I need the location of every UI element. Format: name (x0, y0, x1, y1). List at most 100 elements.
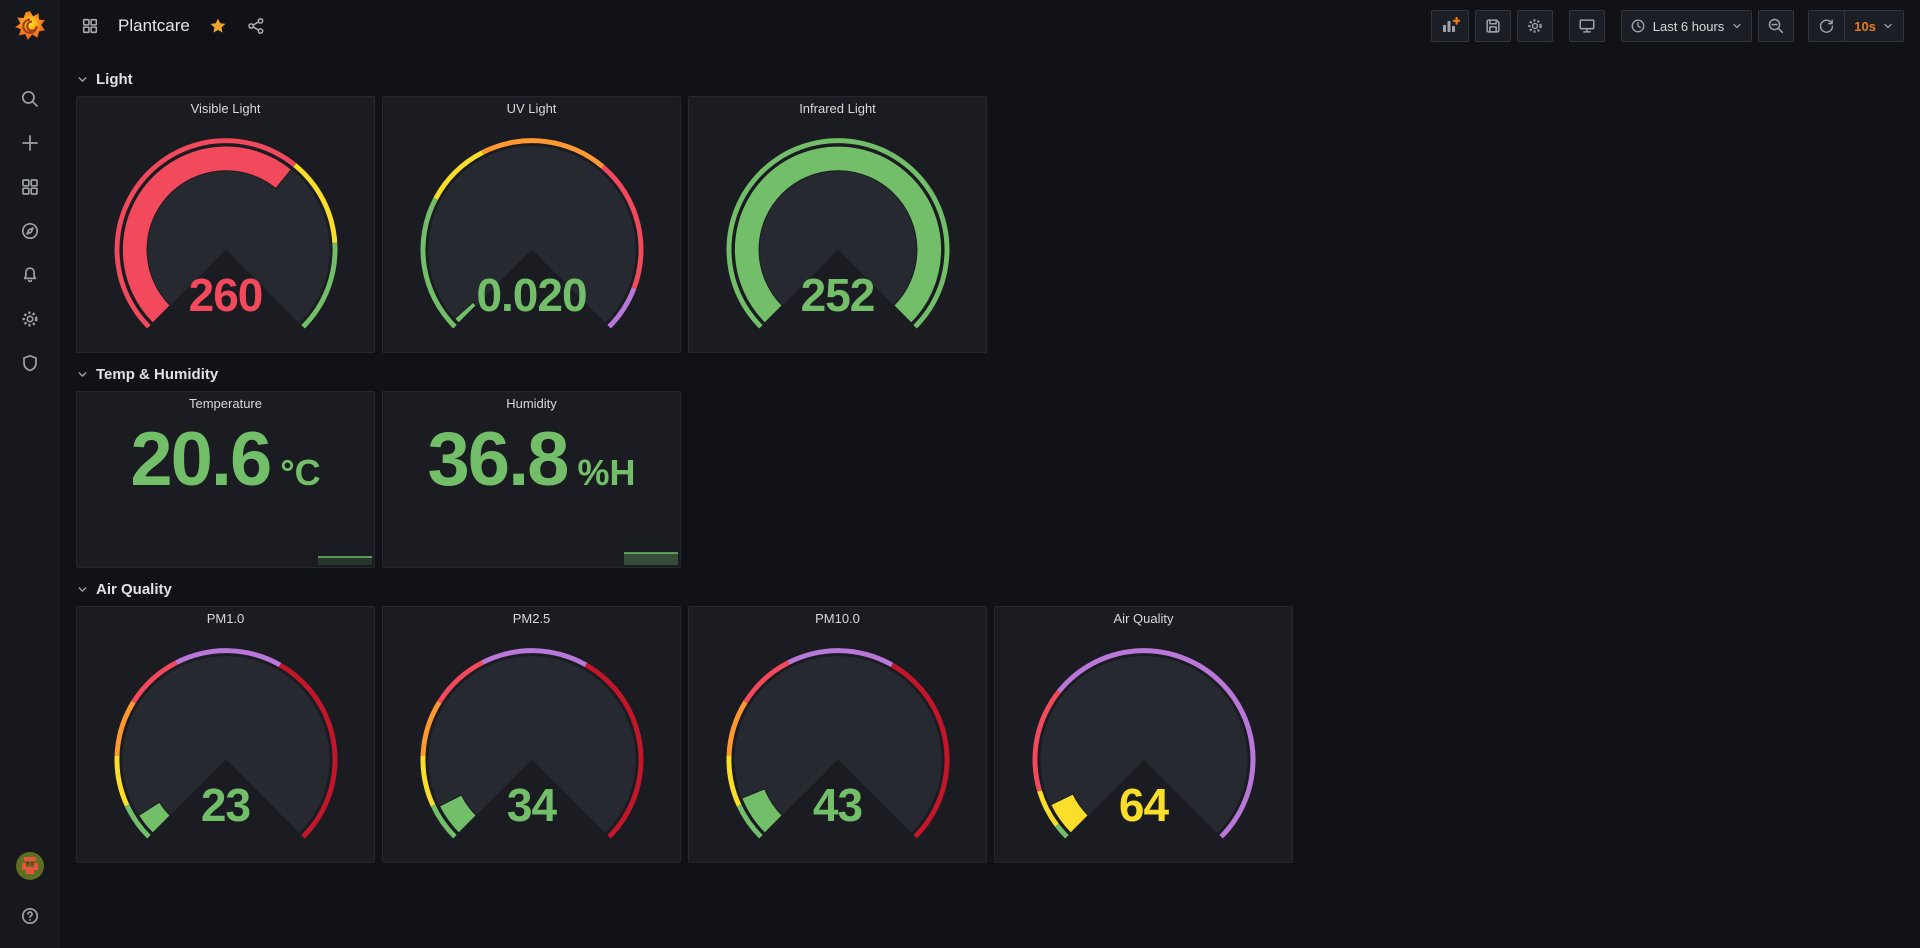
panel-visible-light: Visible Light 260 (76, 96, 375, 353)
refresh-icon (1820, 18, 1834, 33)
panel-title[interactable]: Infrared Light (799, 101, 876, 116)
panel-temperature: Temperature 20.6 °C (76, 391, 375, 568)
panel-pm10: PM10.0 43 (688, 606, 987, 863)
gauge-value: 0.020 (476, 269, 587, 321)
search-icon (21, 90, 38, 107)
panel-title[interactable]: PM1.0 (206, 611, 245, 626)
gauge-value: 43 (812, 779, 863, 831)
monitor-icon (1579, 19, 1595, 33)
bell-icon (23, 267, 37, 283)
dashboard-title[interactable]: Plantcare (118, 16, 190, 35)
share-dashboard-button[interactable] (242, 12, 270, 40)
gauge-value: 260 (188, 269, 264, 321)
gear-icon (22, 311, 38, 327)
share-icon (248, 18, 264, 34)
row-header-light[interactable]: Light (76, 64, 1904, 94)
dashboard-row-temp-humidity: Temp & Humidity Temperature 20.6 °C Humi… (76, 359, 1904, 568)
gauge-infrared-light (726, 138, 949, 329)
panel-pm1: PM1.0 23 (76, 606, 375, 863)
star-icon (210, 18, 226, 33)
row-header-air-quality[interactable]: Air Quality (76, 574, 1904, 604)
panel-title[interactable]: UV Light (506, 101, 557, 116)
panel-title[interactable]: Visible Light (190, 101, 261, 116)
sparkline (318, 556, 372, 565)
gauge-visible-light (114, 138, 337, 329)
dashboard-row-air-quality: Air Quality PM1.0 23 PM2.5 34 PM10.0 43 … (76, 574, 1904, 863)
stat-number: 36.8 (427, 417, 570, 502)
favorite-dashboard-button[interactable] (204, 12, 232, 40)
panel-pm25: PM2.5 34 (382, 606, 681, 863)
stat-unit: °C (280, 452, 321, 493)
gauge-pm10 (726, 648, 949, 839)
zoom-out-icon (1769, 18, 1784, 34)
panel-humidity: Humidity 36.8 %H (382, 391, 681, 568)
gauge-pm1 (114, 648, 337, 839)
zoom-out-time-button[interactable] (1758, 10, 1795, 42)
stat-value: 36.8 %H (383, 416, 680, 557)
chevron-down-icon (1884, 23, 1892, 29)
sidebar (0, 0, 60, 948)
gauge-uv-light (420, 138, 643, 329)
panel-title[interactable]: PM2.5 (512, 611, 551, 626)
panel-infrared-light: Infrared Light 252 (688, 96, 987, 353)
save-dashboard-button[interactable] (1474, 10, 1511, 42)
save-icon (1486, 19, 1500, 33)
gauge-value: 34 (506, 779, 557, 831)
apps-grid-icon (82, 18, 98, 34)
dashboards-grid-icon (22, 179, 38, 195)
chevron-down-icon (1733, 23, 1741, 29)
gauge-air-quality (1032, 648, 1256, 839)
dashboard-canvas: Light Visible Light 260 UV Light 0.020 I… (60, 52, 1920, 863)
panel-title[interactable]: Humidity (506, 396, 557, 411)
row-title: Light (96, 70, 133, 88)
add-panel-button[interactable] (1430, 10, 1469, 42)
chevron-down-icon (78, 76, 87, 82)
row-header-temp-humidity[interactable]: Temp & Humidity (76, 359, 1904, 389)
grafana-logo[interactable] (13, 9, 47, 43)
row-title: Air Quality (96, 580, 172, 598)
help-icon (21, 907, 39, 925)
grafana-logo-icon (15, 11, 45, 40)
panel-title[interactable]: Temperature (189, 396, 262, 411)
gauge-value: 64 (1118, 779, 1169, 831)
user-avatar (16, 852, 44, 880)
refresh-picker: 10s (1808, 10, 1904, 42)
add-panel-icon (1442, 16, 1460, 32)
compass-icon (21, 222, 39, 240)
refresh-dashboard-button[interactable] (1809, 11, 1844, 41)
stat-unit: %H (577, 452, 636, 493)
dashboard-row-light: Light Visible Light 260 UV Light 0.020 I… (76, 64, 1904, 353)
panel-air-quality: Air Quality 64 (994, 606, 1293, 863)
sidebar-item-configuration[interactable] (8, 297, 52, 341)
stat-number: 20.6 (130, 417, 272, 502)
dashboard-breadcrumb-button[interactable] (76, 12, 104, 40)
gauge-value: 252 (800, 269, 876, 321)
sidebar-item-server-admin[interactable] (8, 341, 52, 385)
cycle-view-mode-button[interactable] (1568, 10, 1605, 42)
gear-icon (1528, 19, 1542, 33)
row-title: Temp & Humidity (96, 365, 219, 383)
gauge-pm25 (420, 648, 643, 839)
sparkline (624, 552, 678, 565)
sidebar-item-help[interactable] (8, 894, 52, 938)
sidebar-item-search[interactable] (8, 77, 52, 121)
time-range-picker[interactable]: Last 6 hours (1620, 10, 1753, 42)
dashboard-settings-button[interactable] (1516, 10, 1553, 42)
panel-title[interactable]: Air Quality (1113, 611, 1174, 626)
clock-icon (1631, 19, 1645, 33)
chevron-down-icon (78, 371, 87, 377)
panel-uv-light: UV Light 0.020 (382, 96, 681, 353)
sidebar-item-explore[interactable] (8, 209, 52, 253)
refresh-interval-label: 10s (1854, 18, 1876, 34)
time-range-label: Last 6 hours (1652, 18, 1725, 34)
panel-title[interactable]: PM10.0 (815, 611, 860, 626)
sidebar-item-alerting[interactable] (8, 253, 52, 297)
top-navbar: Plantcare (60, 0, 1920, 52)
shield-icon (23, 354, 37, 372)
plus-icon (22, 135, 38, 151)
sidebar-item-user-profile[interactable] (8, 844, 52, 888)
sidebar-item-dashboards[interactable] (8, 165, 52, 209)
sidebar-item-create[interactable] (8, 121, 52, 165)
chevron-down-icon (78, 586, 87, 592)
refresh-interval-picker[interactable]: 10s (1844, 11, 1903, 41)
